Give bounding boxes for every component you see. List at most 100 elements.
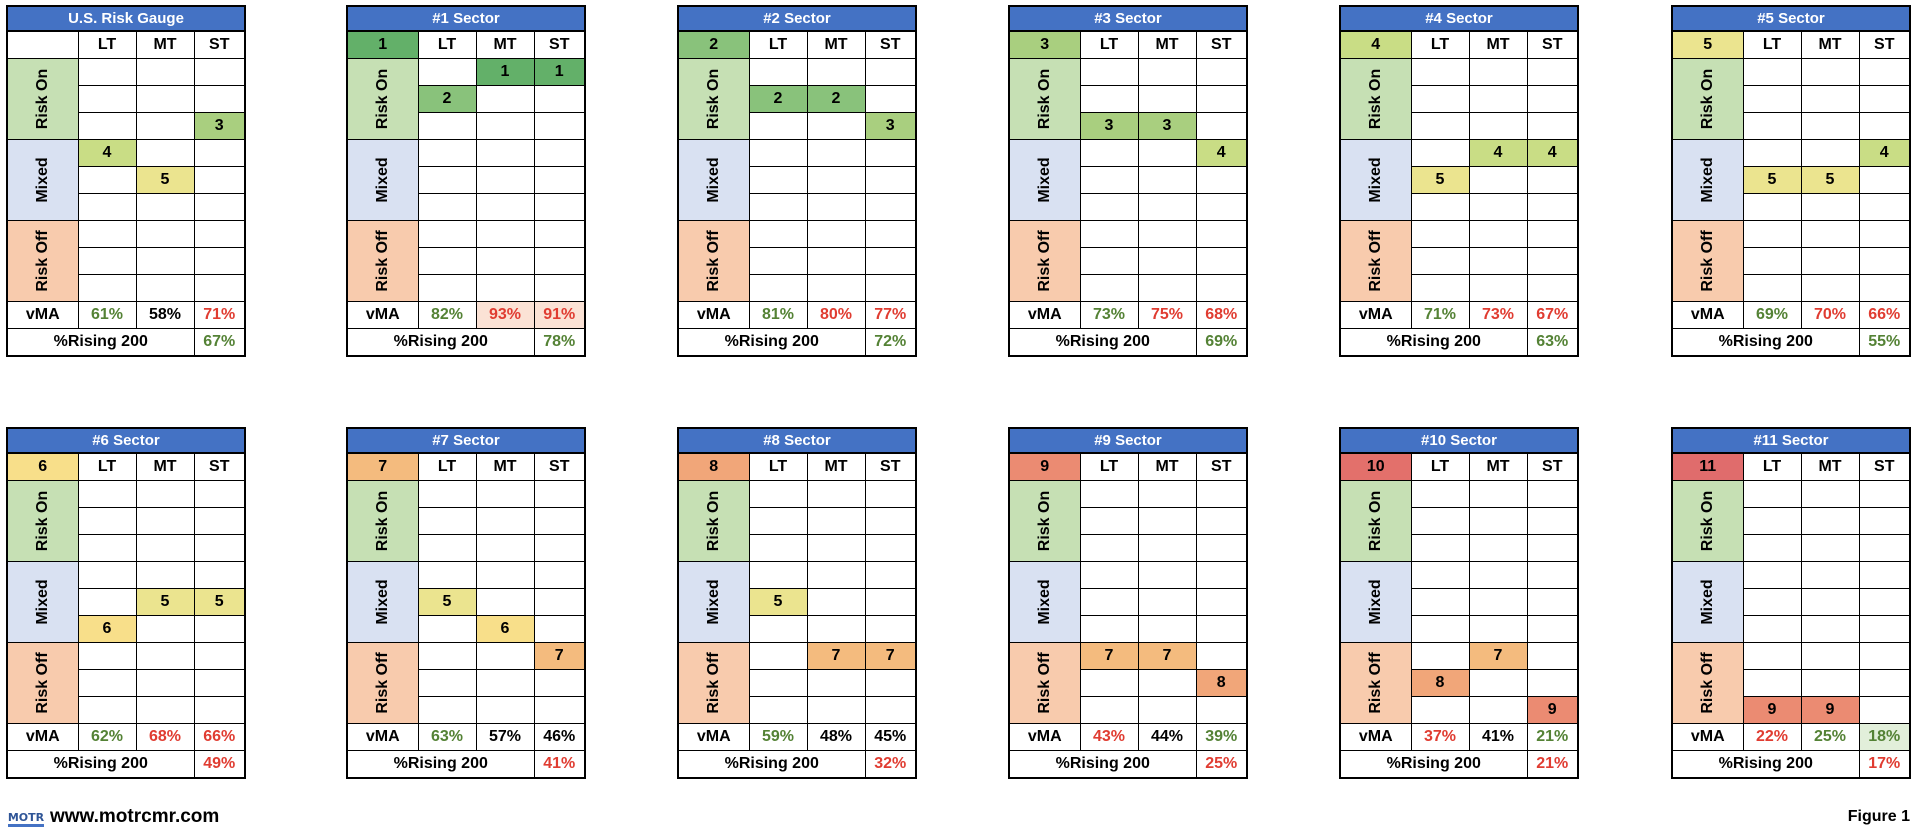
zone-label: Risk On — [704, 68, 722, 130]
grid-cell — [475, 534, 535, 562]
grid-cell — [1137, 561, 1197, 589]
rank-cell: 1 — [348, 31, 419, 59]
rising-label: %Rising 200 — [348, 750, 535, 777]
vma-value: 80% — [806, 301, 866, 329]
grid-cell — [1858, 480, 1909, 508]
grid-cell — [135, 615, 195, 643]
grid-cell — [1468, 669, 1528, 697]
grid-cell — [1195, 274, 1246, 302]
rank-cell: 4 — [1341, 31, 1412, 59]
column-header-st: ST — [1858, 31, 1909, 59]
rising-label: %Rising 200 — [1010, 328, 1197, 355]
vma-value: 62% — [77, 723, 137, 751]
column-header-st: ST — [1526, 31, 1577, 59]
vma-value: 67% — [1526, 301, 1577, 329]
vma-value: 39% — [1195, 723, 1246, 751]
column-header-lt: LT — [77, 453, 137, 481]
panel-title: #6 Sector — [8, 429, 244, 453]
vma-value: 43% — [1079, 723, 1139, 751]
grid-cell — [864, 220, 915, 248]
rank-marker: 3 — [193, 112, 244, 140]
grid-cell — [1079, 561, 1139, 589]
grid-cell — [78, 274, 137, 302]
zone-risk-on: Risk On — [1010, 480, 1081, 562]
panel-title: #3 Sector — [1010, 7, 1246, 31]
grid-cell — [78, 193, 137, 221]
website-link[interactable]: www.motrcmr.com — [50, 806, 220, 827]
grid-cell — [806, 139, 866, 167]
grid-cell — [193, 247, 244, 275]
grid-cell — [418, 166, 477, 194]
gauge-panel: #2 Sector 2 LT MT ST Risk On 2 2 3 Mixed Risk Off v… — [677, 5, 917, 357]
grid-cell — [1800, 534, 1860, 562]
rising-value: 67% — [193, 328, 244, 355]
grid-cell — [1858, 220, 1909, 248]
gauge-table: 4 LT MT ST Risk On Mixed 4 4 5 Risk Off vMA 71% 73% 6… — [1341, 31, 1577, 355]
rising-value: 69% — [1195, 328, 1246, 355]
grid-cell — [1858, 561, 1909, 589]
grid-cell — [533, 166, 584, 194]
zone-label: Risk On — [1698, 68, 1716, 130]
grid-cell — [806, 166, 866, 194]
column-header-lt: LT — [1410, 453, 1470, 481]
vma-value: 70% — [1800, 301, 1860, 329]
vma-label: vMA — [679, 723, 750, 751]
zone-risk-off: Risk Off — [1341, 642, 1412, 724]
zone-label: Risk Off — [1698, 652, 1716, 714]
zone-risk-off: Risk Off — [1010, 642, 1081, 724]
grid-cell — [78, 166, 137, 194]
gauge-panel: #8 Sector 8 LT MT ST Risk On Mixed 5 Risk Off 7 7 v… — [677, 427, 917, 779]
panel-title: #4 Sector — [1341, 7, 1577, 31]
zone-label: Risk On — [1035, 68, 1053, 130]
vma-value: 37% — [1410, 723, 1470, 751]
panel-title: #8 Sector — [679, 429, 915, 453]
vma-value: 69% — [1742, 301, 1802, 329]
panel-title: #11 Sector — [1673, 429, 1909, 453]
zone-label: Risk Off — [704, 230, 722, 292]
rank-cell: 2 — [679, 31, 750, 59]
grid-cell — [1080, 669, 1139, 697]
rank-marker: 7 — [806, 642, 866, 670]
grid-cell — [806, 274, 866, 302]
grid-cell — [475, 193, 535, 221]
grid-cell — [135, 85, 195, 113]
zone-mixed: Mixed — [679, 561, 750, 643]
zone-label: Risk On — [704, 490, 722, 552]
grid-cell — [1468, 166, 1528, 194]
zone-label: Mixed — [1035, 157, 1053, 203]
grid-cell — [749, 112, 808, 140]
grid-cell — [78, 112, 137, 140]
gauge-table: 9 LT MT ST Risk On Mixed Risk Off 7 7 8 vMA 43% 44% 3… — [1010, 453, 1246, 777]
grid-cell — [1080, 247, 1139, 275]
grid-cell — [1468, 274, 1528, 302]
gauge-panel: #11 Sector 11 LT MT ST Risk On Mixed Risk Off 9 9… — [1671, 427, 1911, 779]
grid-cell — [135, 561, 195, 589]
grid-cell — [475, 561, 535, 589]
column-header-lt: LT — [748, 31, 808, 59]
grid-cell — [864, 274, 915, 302]
rank-marker: 2 — [806, 85, 866, 113]
grid-cell — [864, 615, 915, 643]
grid-cell — [1080, 274, 1139, 302]
grid-cell — [78, 696, 137, 724]
rank-marker: 9 — [1800, 696, 1860, 724]
grid-cell — [1137, 274, 1197, 302]
grid-cell — [1742, 561, 1802, 589]
rank-marker: 5 — [1743, 166, 1802, 194]
vma-value: 93% — [475, 301, 535, 329]
grid-cell — [475, 642, 535, 670]
grid-cell — [748, 642, 808, 670]
grid-cell — [806, 507, 866, 535]
figure-label: Figure 1 — [1847, 808, 1910, 825]
rank-cell: 3 — [1010, 31, 1081, 59]
vma-value: 59% — [748, 723, 808, 751]
column-header-st: ST — [1195, 31, 1246, 59]
rank-marker: 7 — [1137, 642, 1197, 670]
grid-cell — [864, 669, 915, 697]
zone-label: Risk Off — [373, 652, 391, 714]
gauge-panel: #3 Sector 3 LT MT ST Risk On 3 3 Mixed 4 Risk Off v… — [1008, 5, 1248, 357]
zone-label: Risk Off — [704, 652, 722, 714]
grid-cell — [748, 139, 808, 167]
gauge-panel: #9 Sector 9 LT MT ST Risk On Mixed Risk Off 7 7 8 v… — [1008, 427, 1248, 779]
column-header-st: ST — [193, 31, 244, 59]
